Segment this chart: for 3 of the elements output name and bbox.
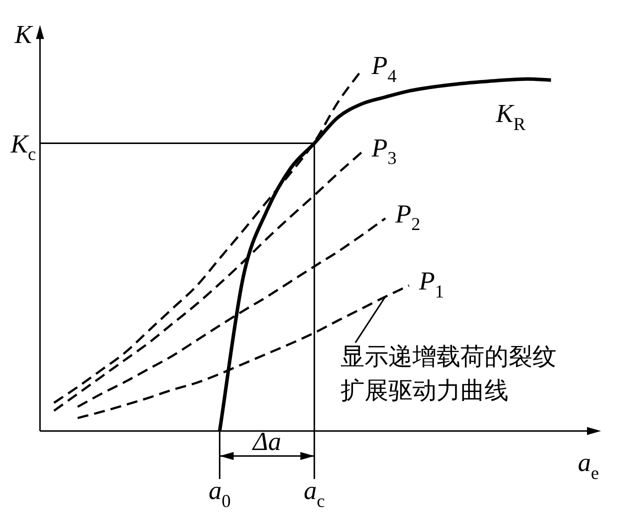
y-axis-title: K [14,20,34,49]
annotation: Δa [252,427,282,456]
annotation: 显示递增载荷的裂纹扩展驱动力曲线 [340,342,556,405]
